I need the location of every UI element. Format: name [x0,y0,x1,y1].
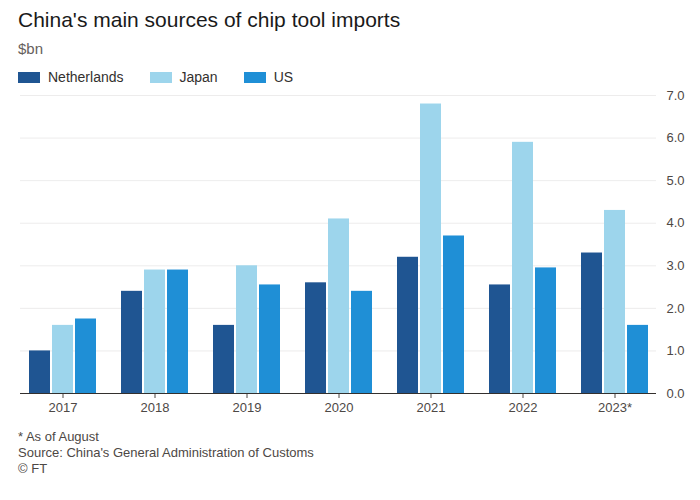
html-text:© FT: © FT [18,461,48,476]
html-text:Source: China's General Admini: Source: China's General Administration o… [18,445,314,460]
html-text:Japan: Japan [179,69,218,85]
svg-text:2021: 2021 [417,400,446,415]
html-text:US: US [273,69,294,85]
svg-text:2018: 2018 [141,400,170,415]
html-text:$bn: $bn [18,40,43,57]
svg-text:1.0: 1.0 [667,343,685,358]
svg-text:0.0: 0.0 [667,386,685,401]
svg-text:7.0: 7.0 [667,88,685,103]
svg-text:4.0: 4.0 [667,215,685,230]
svg-text:3.0: 3.0 [667,258,685,273]
svg-text:2020: 2020 [325,400,354,415]
svg-text:2017: 2017 [49,400,78,415]
html-text:China's main sources of chip t: China's main sources of chip tool import… [18,8,401,31]
svg-text:2022: 2022 [509,400,538,415]
svg-text:5.0: 5.0 [667,173,685,188]
html-text:* As of August: * As of August [18,429,99,444]
svg-text:2.0: 2.0 [667,301,685,316]
svg-text:2019: 2019 [233,400,262,415]
svg-text:6.0: 6.0 [667,130,685,145]
html-text:Netherlands: Netherlands [48,69,124,85]
svg-text:2023*: 2023* [598,400,632,415]
